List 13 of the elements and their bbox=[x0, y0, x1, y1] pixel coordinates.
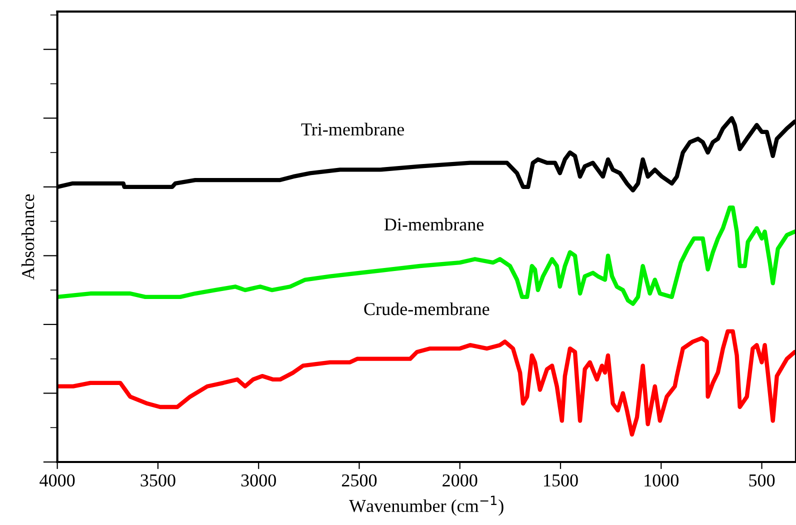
x-tick-label: 2500 bbox=[342, 474, 377, 487]
x-tick-label: 500 bbox=[749, 474, 775, 487]
y-axis-title: Absorbance bbox=[21, 194, 34, 280]
x-tick-label: 3000 bbox=[241, 474, 276, 487]
series-label: Tri-membrane bbox=[301, 122, 404, 136]
x-tick-label: 1000 bbox=[644, 474, 679, 487]
series-label: Crude-membrane bbox=[364, 302, 490, 316]
series-label: Di-membrane bbox=[384, 218, 484, 231]
x-tick-label: 4000 bbox=[40, 474, 75, 487]
x-axis-title: Wavenumber (cm$^{−1}$) bbox=[349, 496, 504, 516]
x-tick-label: 2000 bbox=[442, 474, 478, 487]
x-tick-label: 1500 bbox=[544, 474, 578, 487]
x-tick-label: 3500 bbox=[140, 474, 176, 487]
